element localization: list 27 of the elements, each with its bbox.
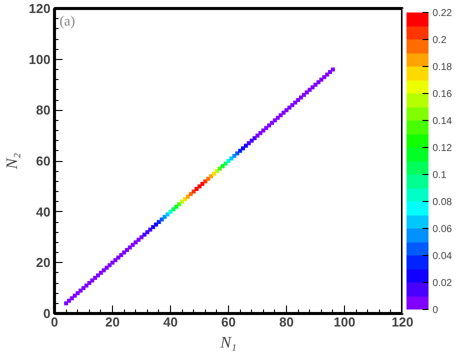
y-tick-label: 120: [28, 1, 51, 16]
y-tick-label: 80: [36, 102, 51, 118]
y-tick-label: 40: [36, 204, 51, 220]
color-bar-label: 0.16: [432, 89, 452, 100]
y-tick-label: 20: [36, 255, 51, 270]
x-tick-label: 20: [105, 314, 120, 330]
x-tick-label: 80: [279, 314, 294, 330]
y-axis-title: N₂: [4, 152, 21, 170]
x-tick-label: 40: [163, 314, 178, 330]
x-axis-title: N₁: [219, 334, 237, 352]
color-bar-label: 0: [432, 305, 438, 316]
annotation: (a): [60, 14, 76, 30]
color-bar-label: 0.12: [432, 143, 452, 154]
color-bar-label: 0.22: [432, 8, 452, 19]
color-bar-label: 0.02: [432, 278, 452, 289]
x-tick-label: 120: [392, 314, 414, 330]
x-tick-label: 60: [221, 314, 236, 330]
color-bar-label: 0.08: [432, 197, 452, 208]
color-bar-label: 0.06: [432, 224, 452, 235]
y-tick-label: 60: [36, 154, 51, 168]
x-tick-label: 100: [334, 314, 356, 330]
color-bar-label: 0.04: [432, 251, 452, 262]
color-bar-label: 0.2: [432, 35, 447, 46]
color-bar-label: 0.14: [432, 116, 452, 127]
color-bar-label: 0.18: [432, 62, 452, 73]
color-bar-label: 0.1: [432, 170, 447, 181]
y-tick-label: 100: [28, 52, 51, 67]
